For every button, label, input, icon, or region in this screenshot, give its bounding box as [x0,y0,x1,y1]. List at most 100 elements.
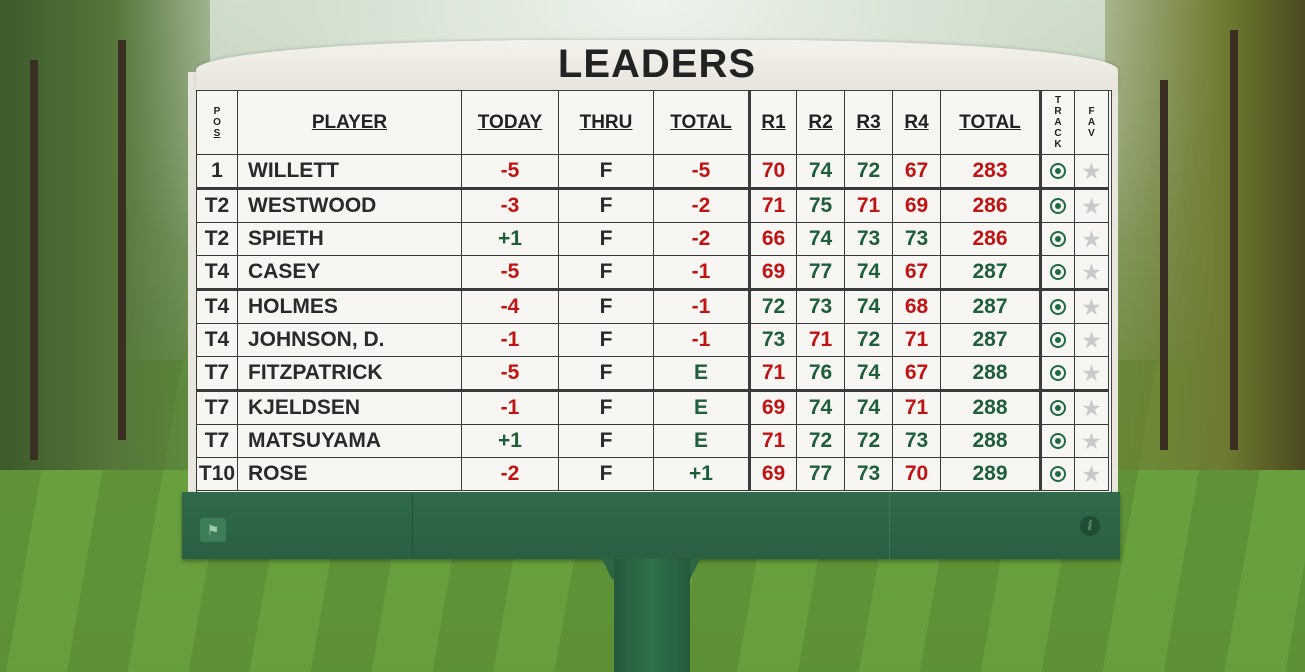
target-icon [1050,365,1066,382]
holes-thru: F [558,457,654,491]
round-4-score: 70 [892,457,941,491]
track-button[interactable] [1039,288,1075,324]
favorite-button[interactable]: ★ [1074,424,1109,458]
player-position: T10 [196,457,238,491]
player-position: T7 [196,389,238,425]
total-strokes: 287 [940,255,1041,290]
tree-trunk [118,40,126,440]
col-header-total[interactable]: TOTAL [653,90,750,155]
header-letter: F [1088,106,1095,117]
round-4-score: 73 [892,424,941,458]
track-button[interactable] [1039,389,1075,425]
score-today: +1 [461,424,559,458]
target-icon [1050,400,1066,417]
holes-thru: F [558,288,654,324]
col-header-today[interactable]: TODAY [461,90,559,155]
board-base: ⚑ i [182,492,1120,559]
col-header-pos[interactable]: P O S [196,90,238,155]
score-to-par: +1 [653,457,750,491]
leaderboard-row[interactable]: 1 WILLETT -5 F -5 70 74 72 67 283 ★ [196,154,1109,189]
round-3-score: 74 [844,255,893,290]
player-name[interactable]: CASEY [237,255,462,290]
base-panel [412,492,890,559]
leaderboard-row[interactable]: T2 WESTWOOD -3 F -2 71 75 71 69 286 ★ [196,187,1109,223]
player-name[interactable]: MATSUYAMA [237,424,462,458]
favorite-button[interactable]: ★ [1074,255,1109,290]
player-name[interactable]: SPIETH [237,222,462,256]
target-icon [1050,231,1066,248]
holes-thru: F [558,323,654,357]
player-name[interactable]: FITZPATRICK [237,356,462,391]
round-1-score: 70 [748,154,797,189]
favorite-button[interactable]: ★ [1074,222,1109,256]
tree-trunk [1230,30,1238,450]
leaderboard-row[interactable]: T4 HOLMES -4 F -1 72 73 74 68 287 ★ [196,288,1109,324]
player-name[interactable]: HOLMES [237,288,462,324]
favorite-button[interactable]: ★ [1074,187,1109,223]
round-4-score: 71 [892,323,941,357]
info-icon[interactable]: i [1080,516,1100,536]
header-letter: A [1087,117,1096,128]
round-3-score: 74 [844,356,893,391]
leaderboard-row[interactable]: T7 FITZPATRICK -5 F E 71 76 74 67 288 ★ [196,356,1109,391]
track-button[interactable] [1039,457,1075,491]
leaderboard-row[interactable]: T10 ROSE -2 F +1 69 77 73 70 289 ★ [196,457,1109,491]
col-header-r4[interactable]: R4 [892,90,941,155]
player-name[interactable]: KJELDSEN [237,389,462,425]
score-today: +1 [461,222,559,256]
holes-thru: F [558,154,654,189]
leaderboard-table: P O S PLAYER TODAY THRU TOTAL R1 R2 R3 R… [196,90,1109,491]
score-to-par: -1 [653,323,750,357]
track-button[interactable] [1039,222,1075,256]
tee-icon[interactable]: ⚑ [200,518,226,542]
tree-trunk [30,60,38,460]
round-4-score: 71 [892,389,941,425]
header-letter: T [1054,95,1062,106]
track-button[interactable] [1039,154,1075,189]
header-letter: A [1054,117,1062,128]
target-icon [1050,433,1066,450]
favorite-button[interactable]: ★ [1074,323,1109,357]
round-2-score: 74 [796,389,845,425]
round-4-score: 68 [892,288,941,324]
round-3-score: 73 [844,222,893,256]
leaderboard-row[interactable]: T7 KJELDSEN -1 F E 69 74 74 71 288 ★ [196,389,1109,425]
col-header-total-strokes[interactable]: TOTAL [940,90,1041,155]
track-button[interactable] [1039,424,1075,458]
track-button[interactable] [1039,255,1075,290]
col-header-r2[interactable]: R2 [796,90,845,155]
col-header-thru[interactable]: THRU [558,90,654,155]
player-name[interactable]: JOHNSON, D. [237,323,462,357]
track-button[interactable] [1039,187,1075,223]
leaderboard-row[interactable]: T4 CASEY -5 F -1 69 77 74 67 287 ★ [196,255,1109,290]
player-name[interactable]: WESTWOOD [237,187,462,223]
score-to-par: E [653,424,750,458]
round-4-score: 69 [892,187,941,223]
favorite-button[interactable]: ★ [1074,457,1109,491]
favorite-button[interactable]: ★ [1074,154,1109,189]
leaderboard-row[interactable]: T2 SPIETH +1 F -2 66 74 73 73 286 ★ [196,222,1109,256]
player-name[interactable]: WILLETT [237,154,462,189]
round-2-score: 77 [796,255,845,290]
col-header-player[interactable]: PLAYER [237,90,462,155]
favorite-button[interactable]: ★ [1074,356,1109,391]
star-icon: ★ [1082,329,1101,352]
star-icon: ★ [1082,296,1101,319]
holes-thru: F [558,255,654,290]
track-button[interactable] [1039,323,1075,357]
total-strokes: 286 [940,187,1041,223]
score-to-par: -5 [653,154,750,189]
favorite-button[interactable]: ★ [1074,288,1109,324]
round-3-score: 72 [844,424,893,458]
track-button[interactable] [1039,356,1075,391]
leaderboard-row[interactable]: T7 MATSUYAMA +1 F E 71 72 72 73 288 ★ [196,424,1109,458]
favorite-button[interactable]: ★ [1074,389,1109,425]
col-header-r1[interactable]: R1 [748,90,797,155]
total-strokes: 288 [940,424,1041,458]
player-name[interactable]: ROSE [237,457,462,491]
player-position: T7 [196,424,238,458]
leaderboard-row[interactable]: T4 JOHNSON, D. -1 F -1 73 71 72 71 287 ★ [196,323,1109,357]
header-letter: P [213,106,221,117]
col-header-r3[interactable]: R3 [844,90,893,155]
score-to-par: -1 [653,288,750,324]
